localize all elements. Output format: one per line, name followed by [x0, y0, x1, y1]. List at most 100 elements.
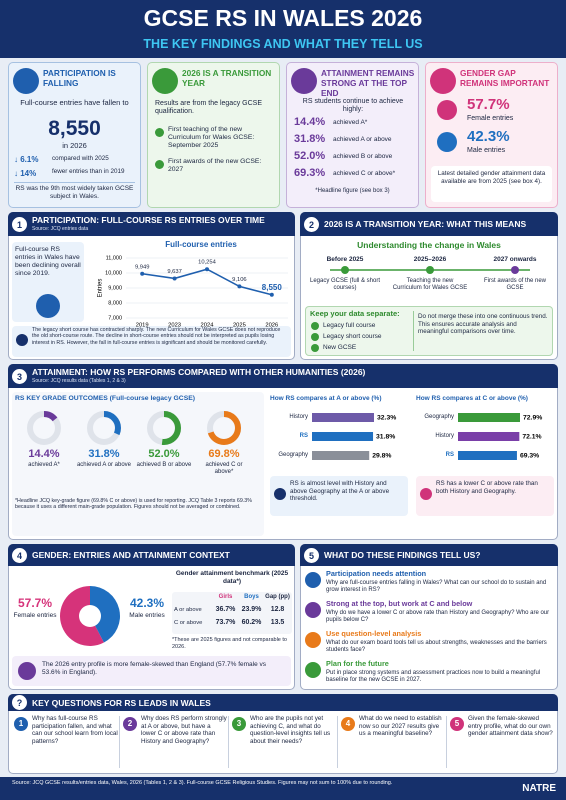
table: [172, 592, 292, 634]
value-label: 32.3%: [377, 414, 396, 421]
pie-value: 57.7%: [17, 596, 53, 610]
donut-value: 69.8%: [208, 448, 240, 460]
note-icon: [274, 488, 286, 500]
x-tick-label: 2019: [136, 323, 149, 329]
section-header: [8, 364, 558, 388]
section-number: 1: [16, 219, 22, 230]
question-text: Who are the pupils not yet achieving C, …: [250, 715, 331, 745]
value-label: 72.9%: [523, 414, 542, 421]
section-source: Source: JCQ results data (Tables 1, 2 & …: [32, 378, 126, 384]
header-band: [0, 0, 566, 58]
box-item: Legacy full course: [323, 322, 376, 329]
stat-text: achieved B or above: [333, 153, 393, 160]
timeline-dot: [341, 266, 349, 274]
card-icon: [430, 68, 456, 94]
section-number: 4: [16, 550, 22, 561]
donut-arc: [147, 411, 181, 445]
divider: [119, 716, 120, 768]
pie-label: Male entries: [129, 612, 165, 619]
value-label: 9,106: [232, 277, 247, 283]
bar: [312, 432, 374, 441]
item-icon: [305, 632, 321, 648]
note-icon: [420, 488, 432, 500]
item-title: Use question-level analysis: [326, 629, 422, 638]
bar-label: RS: [299, 433, 308, 439]
question-number: 3: [236, 719, 242, 728]
item-text: Put in place strong systems and assessme…: [326, 670, 541, 684]
section-title: WHAT DO THESE FINDINGS TELL US?: [324, 550, 481, 560]
stat-text: Male entries: [467, 147, 506, 154]
stat-text: achieved A*: [333, 119, 368, 126]
donut-arc: [207, 411, 241, 445]
question-text: Why does RS perform strongly at A or abo…: [141, 715, 227, 745]
card-text: Full-course entries have fallen to: [20, 98, 129, 107]
timeline-label: 2025–2026: [413, 256, 447, 263]
pie-hole: [79, 605, 101, 627]
bar-label: Geography: [278, 452, 308, 458]
table-row-label: A or above: [174, 607, 202, 613]
axis-title: Entries: [98, 279, 104, 298]
section-title: ATTAINMENT: HOW RS PERFORMS COMPARED WIT…: [32, 367, 366, 377]
value-label: 9,637: [167, 269, 182, 275]
section-heading: Understanding the change in Wales: [357, 240, 501, 250]
section-badge: [304, 547, 319, 563]
item-icon: [305, 602, 321, 618]
note-box: [12, 656, 291, 686]
table-cell: 23.9%: [241, 606, 262, 613]
bar-label: History: [435, 433, 454, 439]
box-note: Do not merge these into one continuous t…: [418, 313, 548, 336]
footer-band: [0, 777, 566, 800]
item-title: Strong at the top, but work at C and bel…: [326, 599, 473, 608]
question-text: What do we need to establish now so our …: [359, 715, 442, 738]
bar-label: Geography: [424, 414, 454, 420]
point: [140, 271, 145, 276]
stat-text: achieved A or above: [333, 136, 392, 143]
section: [300, 544, 558, 690]
chart-title: Full-course entries: [165, 240, 237, 249]
timeline-dot: [426, 266, 434, 274]
card-figure: 8,550: [48, 117, 101, 140]
divider: [14, 182, 135, 183]
section-source: Source: JCQ entries data: [32, 226, 89, 232]
card-note: Latest detailed gender attainment data a…: [437, 170, 546, 185]
stat-value: 69.3%: [294, 167, 326, 179]
page-subtitle: THE KEY FINDINGS AND WHAT THEY TELL US: [143, 37, 423, 51]
stat-text: fewer entries than in 2019: [52, 168, 125, 175]
card-icon: [13, 68, 39, 94]
note-box: [416, 476, 554, 516]
item-text: What do our exam board tools tell us abo…: [326, 640, 547, 654]
value-label: 69.3%: [520, 452, 539, 459]
table-cell: 60.2%: [241, 619, 262, 626]
donut-label: achieved B or above: [136, 462, 192, 468]
timeline-text: First awards of the new GCSE: [483, 278, 547, 292]
card-icon: [291, 68, 317, 94]
stat-text: achieved C or above*: [333, 170, 396, 177]
footer-brand: NATRE: [522, 783, 556, 794]
point: [237, 284, 242, 289]
donut-value: 31.8%: [88, 448, 120, 460]
stat-value: 52.0%: [294, 150, 326, 162]
bar: [312, 413, 374, 422]
pie-slice: [90, 586, 120, 643]
section-note: The 2026 entry profile is more female-sk…: [42, 661, 267, 676]
stat-text: Female entries: [467, 115, 514, 122]
bar-label: RS: [445, 452, 454, 458]
card-title: 2026 IS A TRANSITION YEAR: [182, 68, 272, 88]
donut-arc: [87, 411, 121, 445]
section-header: [8, 694, 558, 711]
x-tick-label: 2024: [201, 323, 215, 329]
section-badge: [12, 547, 27, 563]
card-title: PARTICIPATION IS FALLING: [43, 68, 116, 88]
stat-value: 42.3%: [467, 128, 510, 145]
pie-label: Female entries: [13, 612, 57, 619]
question-number: 1: [18, 719, 24, 728]
donut-value: 14.4%: [28, 448, 60, 460]
footnote: *Headline JCQ key-grade figure (69.8% C …: [15, 498, 252, 511]
stat-text: compared with 2025: [52, 155, 109, 162]
section-badge: [12, 368, 27, 384]
chart-note: RS has a lower C or above rate than both…: [436, 480, 538, 495]
timeline-text: Legacy GCSE (full & short courses): [309, 278, 381, 292]
number-badge: [450, 717, 464, 731]
table-title: Gender attainment benchmark (2025 data*): [175, 570, 289, 585]
y-tick-label: 11,000: [106, 255, 122, 261]
